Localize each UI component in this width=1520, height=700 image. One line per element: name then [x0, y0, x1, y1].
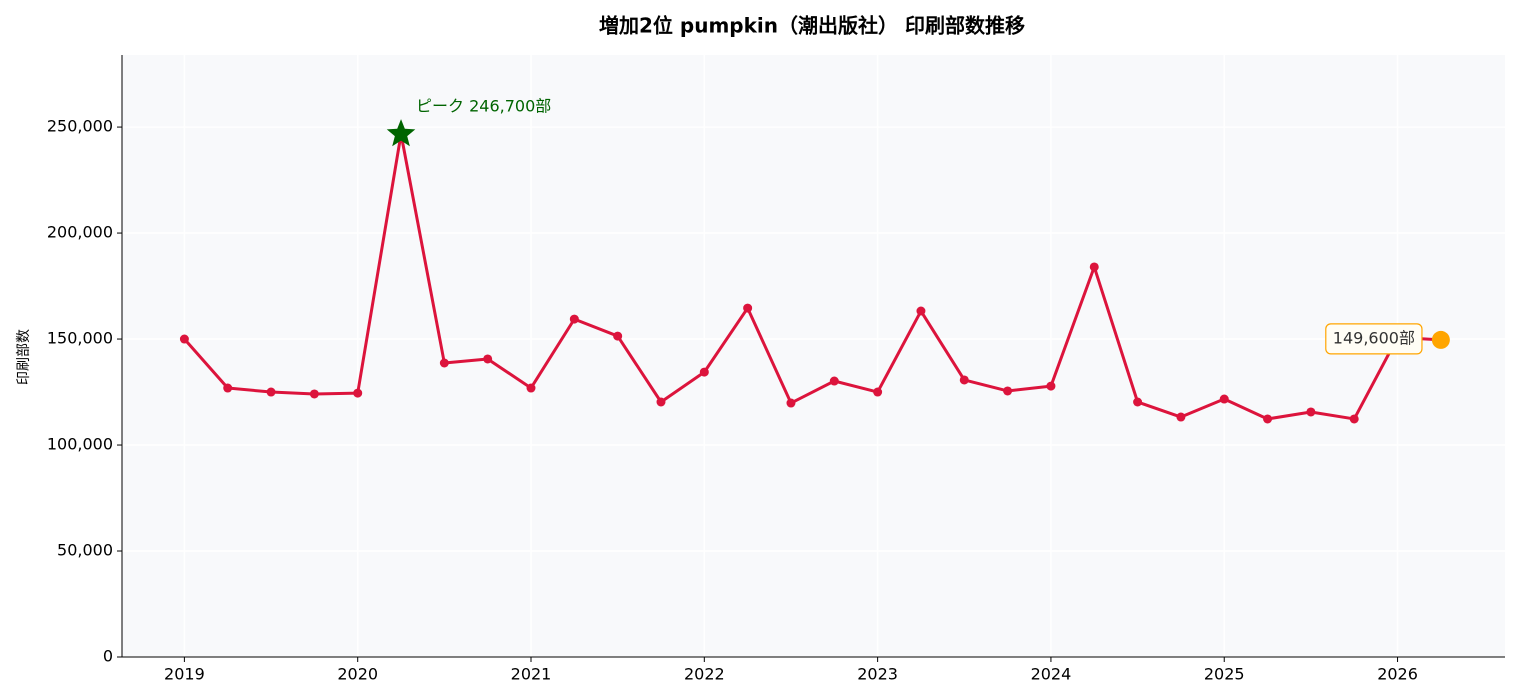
point	[223, 383, 233, 393]
x-tick-label: 2023	[857, 665, 898, 684]
point	[743, 303, 753, 313]
y-tick-label: 50,000	[57, 541, 113, 560]
x-tick-label: 2024	[1031, 665, 1072, 684]
y-axis-label: 印刷部数	[16, 329, 32, 385]
point	[1349, 414, 1359, 424]
point	[1133, 397, 1143, 407]
point	[526, 383, 536, 393]
point	[1219, 394, 1229, 404]
point	[439, 358, 449, 368]
chart-title: 増加2位 pumpkin（潮出版社） 印刷部数推移	[599, 14, 1025, 38]
latest-marker	[1431, 330, 1450, 349]
annotation-box	[1325, 323, 1423, 355]
x-tick-label: 2025	[1204, 665, 1245, 684]
y-tick-label: 0	[103, 647, 113, 666]
point	[1089, 262, 1099, 272]
point	[916, 306, 926, 316]
x-tick-label: 2026	[1377, 665, 1418, 684]
y-tick-label: 250,000	[47, 117, 113, 136]
x-tick-label: 2022	[684, 665, 725, 684]
point	[1003, 386, 1013, 396]
point	[1263, 414, 1273, 424]
point	[179, 334, 189, 344]
point	[353, 388, 363, 398]
point	[309, 389, 319, 399]
point	[1176, 412, 1186, 422]
point	[1306, 407, 1316, 417]
peak-marker	[386, 119, 416, 147]
point	[959, 375, 969, 385]
point	[569, 314, 579, 324]
point	[786, 398, 796, 408]
y-tick-label: 100,000	[47, 435, 113, 454]
y-tick-label: 200,000	[47, 223, 113, 242]
point	[266, 387, 276, 397]
point	[873, 387, 883, 397]
x-tick-label: 2019	[164, 665, 205, 684]
x-tick-label: 2020	[337, 665, 378, 684]
y-tick-label: 150,000	[47, 329, 113, 348]
annotation: ピーク 246,700部	[416, 97, 551, 116]
point	[829, 376, 839, 386]
point	[656, 397, 666, 407]
annotation: 149,600部	[1333, 328, 1415, 347]
plot-area	[122, 55, 1505, 657]
point	[483, 354, 493, 364]
point	[613, 331, 623, 341]
x-tick-label: 2021	[511, 665, 552, 684]
line	[183, 132, 1441, 421]
point	[699, 367, 709, 377]
point	[1046, 381, 1056, 391]
